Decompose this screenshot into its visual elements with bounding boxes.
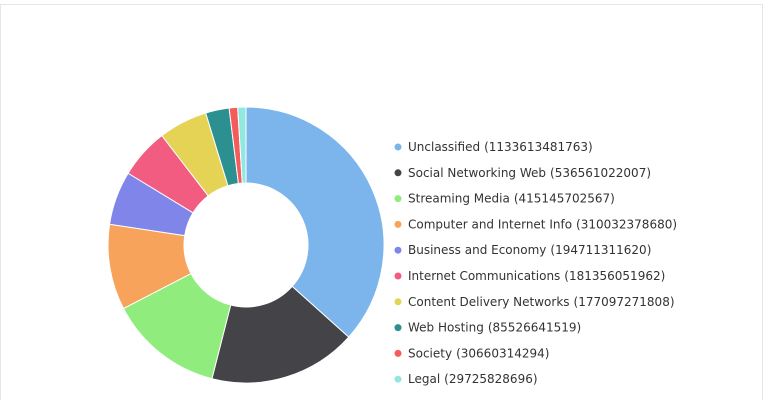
legend-name: Unclassified bbox=[408, 140, 480, 154]
legend-value: (1133613481763) bbox=[484, 140, 593, 154]
legend-name: Computer and Internet Info bbox=[408, 217, 572, 231]
slice bbox=[211, 285, 350, 384]
legend-name: Business and Economy bbox=[408, 243, 546, 257]
legend-item: Internet Communications (181356051962) bbox=[408, 269, 665, 283]
slice bbox=[237, 106, 247, 184]
legend-name: Society bbox=[408, 346, 452, 360]
legend-item: Unclassified (1133613481763) bbox=[408, 140, 593, 154]
legend-name: Social Networking Web bbox=[408, 165, 546, 179]
legend-symbol bbox=[394, 324, 402, 332]
legend-item: Business and Economy (194711311620) bbox=[408, 243, 651, 257]
legend-value: (536561022007) bbox=[550, 165, 651, 179]
legend-name: Streaming Media bbox=[408, 191, 510, 205]
legend-symbol bbox=[394, 272, 402, 280]
legend-item: Legal (29725828696) bbox=[408, 372, 538, 386]
legend-symbol bbox=[394, 246, 402, 254]
legend-symbol bbox=[394, 220, 402, 228]
legend-value: (194711311620) bbox=[550, 243, 651, 257]
legend-item: Streaming Media (415145702567) bbox=[408, 191, 615, 205]
legend-item: Social Networking Web (536561022007) bbox=[408, 165, 651, 179]
slice bbox=[245, 106, 385, 338]
legend-name: Legal bbox=[408, 372, 440, 386]
legend-item: Web Hosting (85526641519) bbox=[408, 320, 581, 334]
legend-name: Web Hosting bbox=[408, 320, 484, 334]
legend-item: Content Delivery Networks (177097271808) bbox=[408, 294, 675, 308]
legend-symbol bbox=[394, 195, 402, 203]
legend-value: (310032378680) bbox=[576, 217, 677, 231]
legend-name: Content Delivery Networks bbox=[408, 294, 570, 308]
legend-value: (29725828696) bbox=[444, 372, 537, 386]
legend-name: Internet Communications bbox=[408, 269, 560, 283]
legend-item: Computer and Internet Info (310032378680) bbox=[408, 217, 677, 231]
legend-symbol bbox=[394, 375, 402, 383]
legend-value: (181356051962) bbox=[564, 269, 665, 283]
legend-value: (30660314294) bbox=[456, 346, 549, 360]
legend-symbol bbox=[394, 143, 402, 151]
legend-value: (85526641519) bbox=[488, 320, 581, 334]
legend-value: (415145702567) bbox=[514, 191, 615, 205]
legend-symbol bbox=[394, 298, 402, 306]
legend-symbol bbox=[394, 169, 402, 177]
legend-symbol bbox=[394, 349, 402, 357]
legend-item: Society (30660314294) bbox=[408, 346, 549, 360]
legend-value: (177097271808) bbox=[574, 294, 675, 308]
